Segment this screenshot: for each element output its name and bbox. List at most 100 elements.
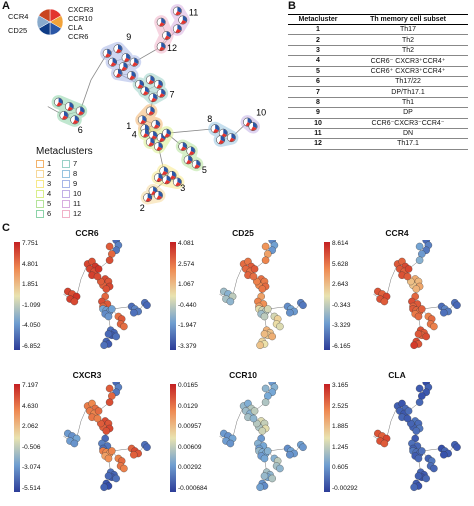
heatmap-node: [415, 242, 424, 251]
heatmap-node: [112, 332, 120, 341]
node-pie-slice: [140, 119, 146, 124]
colorbar-tick-label: -0.506: [22, 443, 41, 451]
tree-cluster-label: 3: [180, 183, 185, 193]
metacluster-subset-table: Metacluster Th memory cell subset 1 Th17 2…: [288, 14, 468, 150]
legend-label: 1: [47, 159, 52, 168]
node-pie-slice: [166, 129, 171, 135]
colorbar-tick-label: 2.574: [178, 260, 195, 268]
heatmap-node: [430, 464, 438, 473]
heatmap-node: [418, 305, 426, 313]
node-pie-slice: [143, 91, 149, 95]
tree-cluster-label: 5: [202, 165, 207, 175]
table-cell-subset: Th17: [348, 24, 468, 36]
node-pie-slice: [196, 160, 201, 167]
heatmap-node: [250, 407, 259, 415]
tree-cluster-label: 11: [189, 8, 198, 18]
heatmap-node: [380, 439, 389, 448]
heatmap-node: [104, 454, 113, 463]
node-pie-slice: [158, 173, 163, 180]
marker-pie-slice: [38, 8, 51, 23]
node-pie-slice: [177, 7, 182, 13]
heatmap-node: [261, 242, 270, 251]
colorbar-gradient: [14, 242, 20, 350]
colorbar-tick-label: 0.0165: [178, 382, 198, 389]
legend-swatch: [36, 199, 44, 208]
heatmap-node: [70, 297, 79, 306]
table-cell-metacluster: 2: [288, 34, 348, 46]
tree-cluster-label: 2: [140, 203, 145, 213]
node-pie-slice: [116, 48, 122, 53]
node-pie-slice: [186, 159, 192, 164]
heatmap-node: [453, 443, 461, 452]
node-pie-slice: [213, 128, 219, 133]
table-cell-metacluster: 12: [288, 138, 348, 150]
heatmap-node: [258, 285, 267, 293]
heatmap-ccr6: CCR6 7.751 4.801 1.851 -1.099 -4.050 -6.852: [12, 228, 162, 363]
legend-swatch: [62, 209, 70, 218]
table-cell-metacluster: 3: [288, 45, 348, 57]
colorbar-tick-label: 0.00292: [178, 464, 202, 471]
tree-cluster-label: 6: [78, 125, 83, 135]
heatmap-node: [108, 305, 116, 313]
node-pie-slice: [105, 53, 111, 58]
heatmap-node: [70, 439, 79, 448]
panel-letter-a: A: [2, 0, 10, 12]
colorbar-tick-label: -1.099: [22, 301, 41, 309]
table-row: 12 Th17.1: [288, 138, 468, 150]
node-pie-slice: [67, 106, 73, 111]
legend-swatch: [62, 169, 70, 178]
heatmap-node: [260, 330, 269, 338]
node-pie-slice: [188, 155, 193, 162]
metacluster-legend-item: 11: [62, 199, 81, 208]
colorbar-tick-label: -6.165: [332, 342, 351, 350]
node-pie-slice: [251, 126, 257, 131]
node-pie-slice: [148, 142, 154, 146]
colorbar-tick-label: 3.165: [332, 382, 349, 389]
legend-swatch: [36, 209, 44, 218]
colorbar-gradient: [14, 384, 20, 492]
table-cell-subset: Th17/22: [348, 76, 468, 88]
node-pie-slice: [123, 62, 128, 69]
heatmap-title: CCR6: [75, 228, 99, 238]
heatmap-node: [130, 309, 138, 317]
node-pie-slice: [58, 98, 63, 104]
heatmap-node: [276, 322, 284, 331]
colorbar-tick-label: 4.801: [22, 260, 39, 268]
heatmap-node: [415, 256, 424, 264]
node-pie-slice: [158, 191, 163, 198]
colorbar: [14, 242, 20, 350]
node-pie-slice: [229, 137, 235, 142]
colorbar-tick-label: 8.614: [332, 240, 349, 247]
node-pie-slice: [175, 182, 181, 186]
metacluster-halo: [175, 139, 204, 172]
node-pie-slice: [80, 107, 85, 113]
metacluster-legend-item: 6: [36, 209, 51, 218]
table-cell-metacluster: 4: [288, 55, 348, 67]
node-pie-slice: [116, 73, 122, 78]
node-pie-slice: [159, 137, 165, 142]
node-pie-slice: [62, 115, 68, 120]
marker-pie-legend: [36, 8, 64, 36]
heatmap-tree: [373, 382, 461, 492]
node-pie-slice: [72, 119, 79, 124]
metacluster-legend-item: 5: [36, 199, 51, 208]
heatmap-node: [256, 483, 264, 492]
legend-swatch: [62, 199, 70, 208]
colorbar-tick-label: 0.00957: [178, 423, 202, 430]
tree-cluster-label: 12: [167, 43, 177, 53]
heatmap-node: [414, 472, 423, 480]
heatmap-node: [226, 439, 235, 448]
node-pie-slice: [145, 87, 149, 93]
heatmap-node: [286, 451, 294, 459]
node-pie-slice: [118, 44, 122, 51]
node-pie-slice: [112, 58, 117, 64]
heatmap-ccr4: CCR4 8.614 5.628 2.643 -0.343 -3.329 -6.165: [322, 228, 472, 363]
colorbar-tick-label: -3.074: [22, 464, 41, 471]
legend-swatch: [36, 169, 44, 178]
node-pie-slice: [150, 75, 155, 82]
heatmap-node: [412, 285, 421, 293]
heatmap-node: [440, 309, 448, 317]
node-pie-slice: [137, 84, 144, 89]
colorbar-gradient: [324, 242, 330, 350]
table-row: 5 CCR6⁺ CXCR3⁺CCR4⁺: [288, 66, 468, 77]
